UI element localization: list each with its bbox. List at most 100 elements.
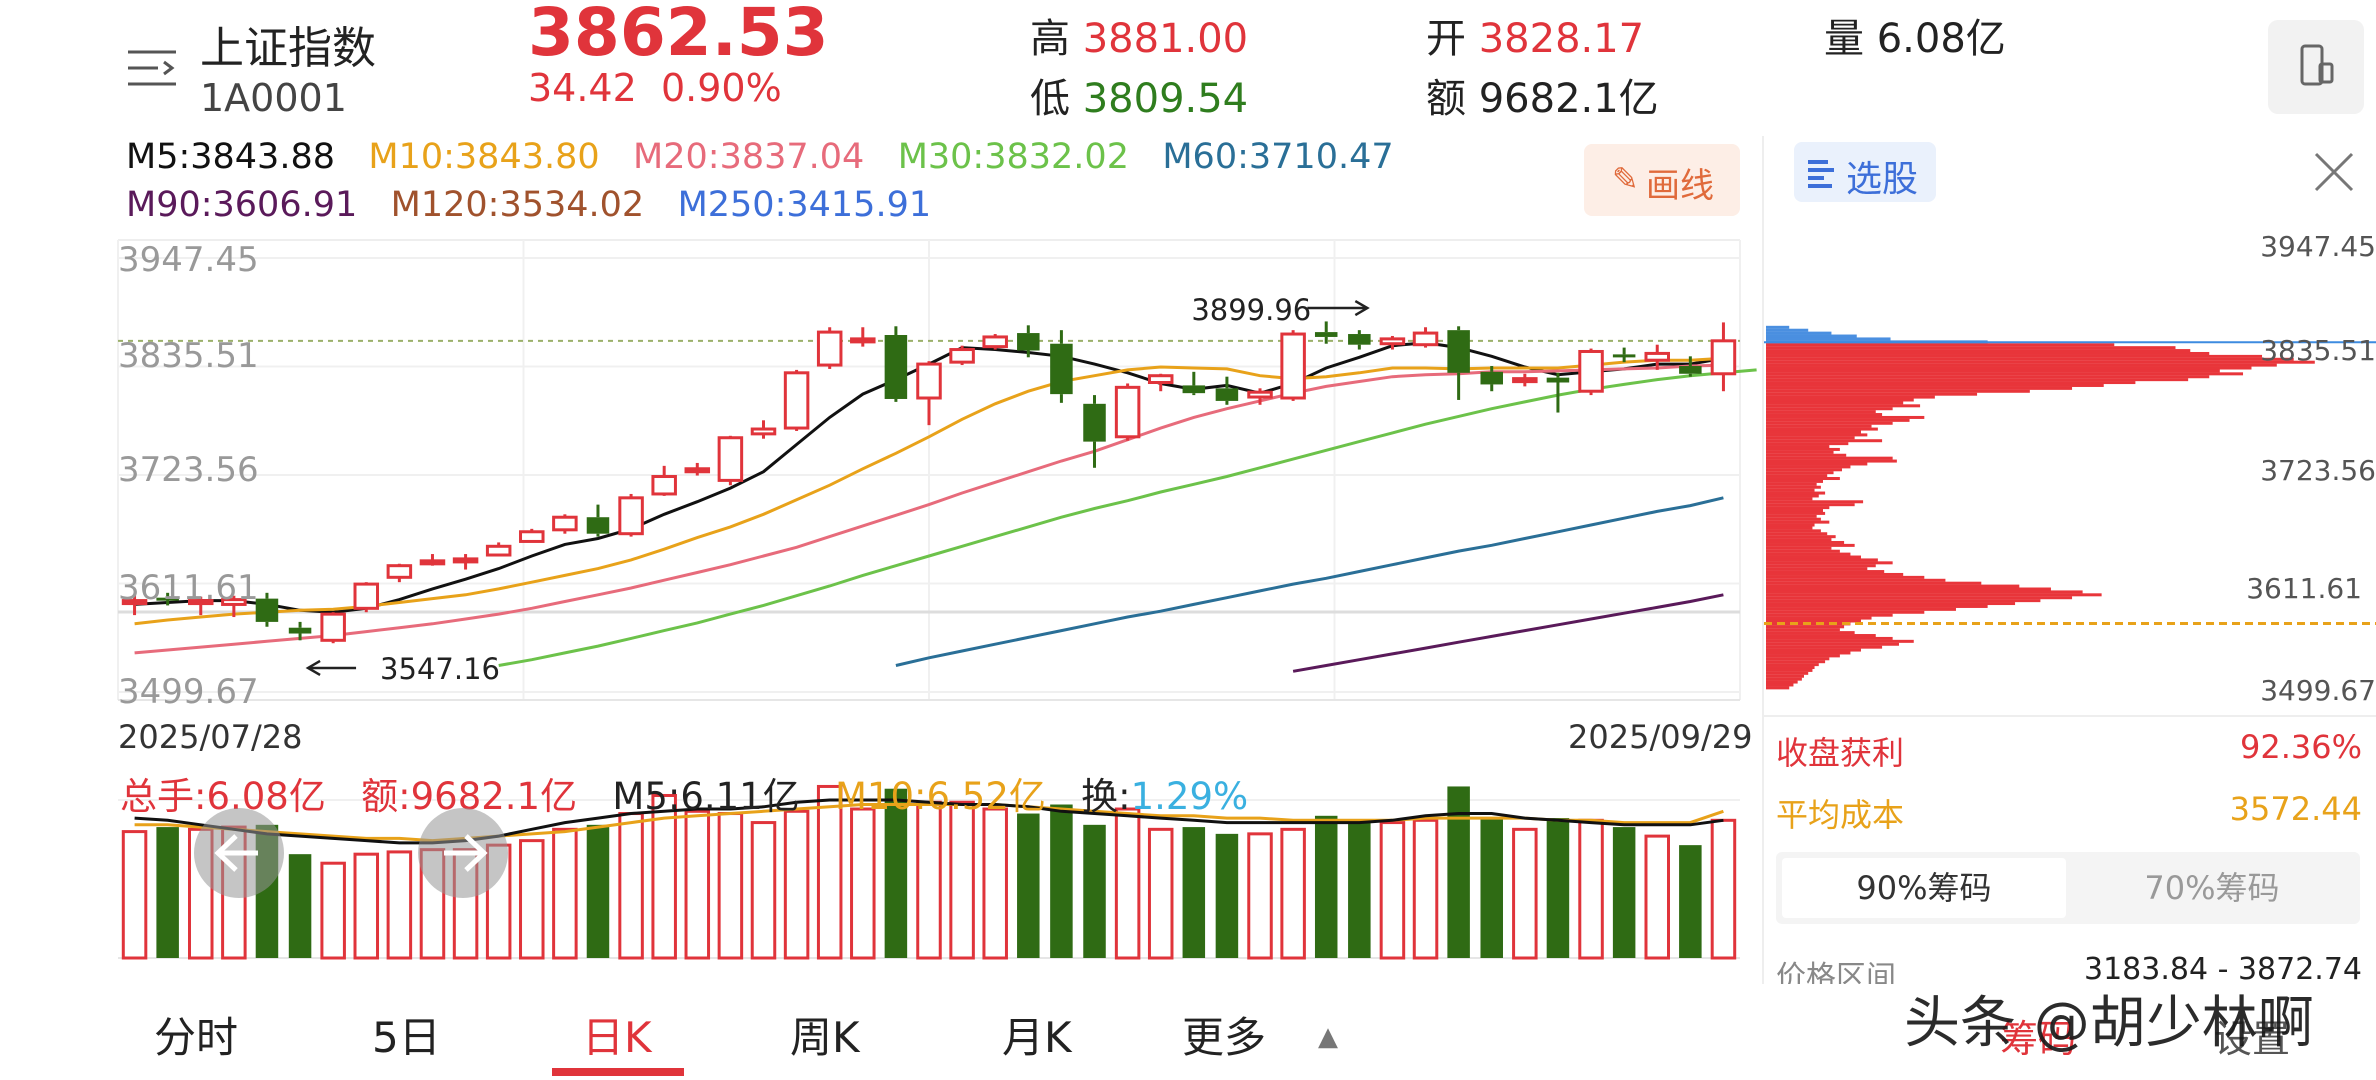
candle-body	[1280, 332, 1306, 400]
amount-label: 额	[1426, 76, 1466, 122]
scroll-left-button[interactable]	[194, 808, 284, 898]
volume-bar	[949, 800, 975, 960]
candle	[552, 514, 578, 534]
ma250-value: M250:3415.91	[677, 185, 932, 225]
tab-90-chips[interactable]: 90%筹码	[1782, 858, 2066, 918]
candle	[320, 612, 346, 644]
candle-body	[982, 335, 1008, 349]
button-chips[interactable]: 筹码	[2000, 1017, 2077, 1061]
chip-bar	[1766, 331, 1832, 335]
candle	[288, 621, 312, 641]
chip-bar	[1766, 436, 1855, 440]
volume-legend: 总手:6.08亿 额:9682.1亿 M5:6.11亿 M10:6.52亿 换:…	[120, 766, 1248, 820]
chip-bar	[1766, 666, 1815, 670]
chip-y-label-2: 3835.51	[2260, 334, 2376, 367]
candle-body	[684, 467, 711, 474]
arrow-right-icon	[444, 834, 488, 872]
tab-weekly-k[interactable]: 周K	[790, 1013, 860, 1062]
chip-bar	[1766, 357, 2294, 361]
candle-body	[452, 557, 479, 564]
chip-bar	[1766, 613, 1893, 617]
candle	[1710, 322, 1737, 392]
button-settings[interactable]: 设置	[2214, 1017, 2291, 1061]
ma120-value: M120:3534.02	[390, 185, 645, 225]
chip-bar	[1766, 523, 1815, 527]
chip-bar	[1766, 535, 1836, 539]
chip-y-label-bottom: 3499.67	[2260, 674, 2376, 707]
menu-icon[interactable]	[126, 46, 178, 90]
chip-bar	[1766, 395, 1935, 399]
tab-daily-k[interactable]: 日K	[582, 1013, 652, 1062]
chip-bar	[1766, 610, 1925, 614]
candlestick-chart[interactable]: 3899.96 3547.16	[0, 0, 1760, 1080]
candle	[419, 554, 446, 566]
volume-bar	[1182, 827, 1206, 958]
candle-body	[1182, 385, 1206, 394]
chip-bar	[1766, 506, 1830, 510]
tab-70-chips[interactable]: 70%筹码	[2070, 858, 2354, 918]
phone-icon-button[interactable]	[2268, 20, 2364, 114]
volume-m5: M5:6.11亿	[612, 775, 800, 818]
candle	[1314, 321, 1338, 344]
chip-bar	[1766, 657, 1830, 661]
chip-y-label-4: 3611.61	[2246, 572, 2362, 605]
y-label-bottom: 3499.67	[118, 672, 259, 712]
candle-body	[1114, 385, 1141, 439]
tab-more[interactable]: 更多	[1182, 1013, 1267, 1062]
candle	[1247, 388, 1273, 405]
candle	[1379, 335, 1406, 350]
chip-bar	[1766, 636, 1893, 640]
tab-5day[interactable]: 5日	[372, 1013, 441, 1062]
chip-bar	[1766, 325, 1790, 329]
phone-icon	[2300, 44, 2334, 86]
caret-up-icon[interactable]: ▲	[1318, 1022, 1338, 1052]
chip-bar	[1766, 686, 1790, 690]
volume-bar	[1546, 818, 1570, 958]
profit-ratio-label: 收盘获利	[1776, 734, 1905, 772]
ma-line-m30	[498, 368, 1757, 667]
amount-value: 9682.1亿	[1478, 76, 1659, 122]
bottom-tab-bar	[0, 984, 2376, 1080]
chip-bar	[1766, 450, 1834, 454]
volume-bar	[1644, 834, 1670, 960]
avg-cost-label: 平均成本	[1776, 796, 1905, 834]
candle	[618, 493, 644, 537]
stock-pick-button[interactable]: 选股	[1794, 142, 1936, 202]
price-change: 34.42 0.90%	[528, 66, 782, 110]
candle	[1114, 383, 1141, 441]
volume-bar	[618, 812, 644, 960]
volume-bar	[1612, 827, 1636, 958]
candle	[1480, 366, 1503, 392]
volume-bar	[386, 850, 413, 960]
candle	[1147, 373, 1174, 392]
candle-body	[1644, 351, 1670, 362]
candle	[1578, 348, 1604, 396]
tab-monthly-k[interactable]: 月K	[1002, 1013, 1072, 1062]
chip-bar	[1766, 407, 1893, 411]
scroll-right-button[interactable]	[418, 808, 508, 898]
close-icon[interactable]	[2310, 148, 2358, 196]
chip-bar	[1766, 445, 1830, 449]
chip-bar	[1766, 366, 2252, 370]
chip-bar	[1766, 668, 1813, 672]
candle	[1679, 356, 1702, 377]
candle	[1215, 376, 1239, 405]
y-label-3: 3723.56	[118, 450, 259, 490]
y-label-top: 3947.45	[118, 240, 259, 280]
chip-bar	[1766, 378, 2189, 382]
candle	[1050, 330, 1073, 403]
ma-line-m90	[1292, 593, 1724, 673]
tab-90-label: 90%筹码	[1856, 869, 1992, 907]
candle-body	[1480, 371, 1503, 385]
candle	[651, 465, 677, 496]
draw-line-button[interactable]: ✎ 画线	[1584, 144, 1740, 216]
chip-bar	[1766, 413, 1883, 417]
tab-intraday[interactable]: 分时	[154, 1013, 239, 1062]
candle-body	[1379, 337, 1406, 346]
candle-body	[1147, 374, 1174, 384]
chip-bar	[1766, 389, 2030, 393]
chip-bar	[1766, 497, 1813, 501]
stock-pick-label: 选股	[1846, 159, 1919, 200]
chip-bar	[1766, 337, 1891, 341]
